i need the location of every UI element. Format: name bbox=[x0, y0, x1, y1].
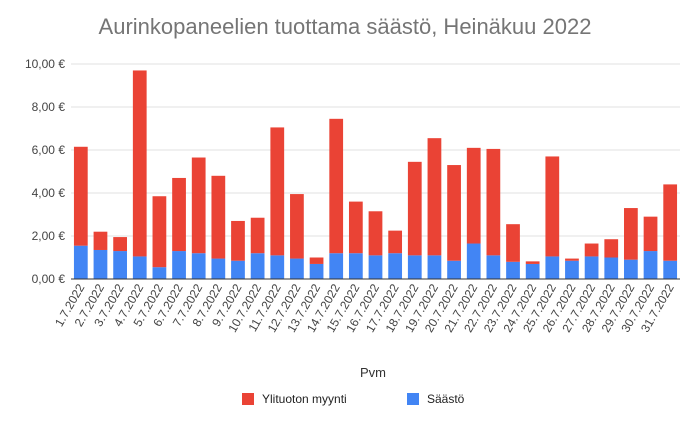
legend-label: Ylituoton myynti bbox=[262, 392, 347, 406]
bar-saasto bbox=[191, 253, 206, 279]
y-tick-label: 6,00 € bbox=[32, 143, 66, 157]
legend: Ylituoton myynti Säästö bbox=[242, 392, 465, 406]
bar-saasto bbox=[290, 258, 304, 279]
bar-ylituoton-myynti bbox=[250, 217, 265, 254]
bar-ylituoton-myynti bbox=[290, 194, 304, 259]
bar-saasto bbox=[427, 255, 442, 279]
bar-saasto bbox=[132, 256, 147, 279]
bar-saasto bbox=[73, 245, 88, 279]
bar-ylituoton-myynti bbox=[525, 261, 540, 264]
bar-ylituoton-myynti bbox=[486, 148, 501, 256]
bar-ylituoton-myynti bbox=[604, 239, 619, 258]
bar-ylituoton-myynti bbox=[447, 165, 461, 261]
bar-saasto bbox=[270, 255, 285, 279]
bar-saasto bbox=[329, 253, 344, 279]
bar-ylituoton-myynti bbox=[132, 70, 147, 257]
bar-ylituoton-myynti bbox=[388, 230, 403, 254]
y-axis-ticks: 0,00 € 2,00 € 4,00 € 6,00 € 8,00 € 10,00 € bbox=[25, 57, 65, 286]
bar-ylituoton-myynti bbox=[329, 118, 344, 254]
bar-saasto bbox=[506, 261, 520, 279]
bar-ylituoton-myynti bbox=[172, 177, 186, 252]
bar-saasto bbox=[663, 260, 678, 279]
bar-saasto bbox=[584, 256, 599, 279]
bar-saasto bbox=[604, 257, 619, 279]
bar-ylituoton-myynti bbox=[584, 243, 599, 257]
bar-saasto bbox=[447, 260, 461, 279]
bar-ylituoton-myynti bbox=[113, 237, 127, 252]
bar-saasto bbox=[368, 255, 383, 279]
bar-saasto bbox=[388, 253, 403, 279]
bar-ylituoton-myynti bbox=[191, 157, 206, 254]
bar-saasto bbox=[545, 256, 560, 279]
bar-saasto bbox=[93, 249, 108, 279]
bar-ylituoton-myynti bbox=[270, 127, 285, 256]
bar-ylituoton-myynti bbox=[368, 211, 383, 256]
bar-ylituoton-myynti bbox=[506, 224, 520, 262]
bar-saasto bbox=[466, 243, 481, 279]
bar-saasto bbox=[172, 251, 186, 279]
bar-saasto bbox=[309, 263, 324, 279]
bar-ylituoton-myynti bbox=[663, 184, 678, 261]
bar-ylituoton-myynti bbox=[545, 156, 560, 257]
bar-saasto bbox=[407, 255, 422, 279]
bar-ylituoton-myynti bbox=[427, 138, 442, 256]
y-tick-label: 10,00 € bbox=[25, 57, 65, 71]
bar-saasto bbox=[113, 251, 127, 279]
bar-saasto bbox=[211, 258, 226, 279]
bar-saasto bbox=[525, 263, 540, 279]
bar-saasto bbox=[643, 251, 658, 279]
bar-ylituoton-myynti bbox=[231, 220, 245, 261]
bar-ylituoton-myynti bbox=[466, 147, 481, 244]
bar-saasto bbox=[231, 260, 245, 279]
bar-ylituoton-myynti bbox=[152, 196, 167, 268]
bar-ylituoton-myynti bbox=[73, 146, 88, 246]
x-axis-label: Pvm bbox=[360, 365, 386, 380]
bar-ylituoton-myynti bbox=[211, 175, 226, 259]
bar-saasto bbox=[624, 259, 638, 279]
legend-swatch bbox=[242, 393, 254, 405]
y-tick-label: 4,00 € bbox=[32, 186, 66, 200]
bar-saasto bbox=[152, 267, 167, 279]
bar-ylituoton-myynti bbox=[348, 201, 363, 254]
bar-ylituoton-myynti bbox=[643, 216, 658, 252]
bar-saasto bbox=[565, 260, 579, 279]
bar-saasto bbox=[250, 253, 265, 279]
bar-ylituoton-myynti bbox=[93, 231, 108, 250]
chart-title: Aurinkopaneelien tuottama säästö, Heinäk… bbox=[99, 14, 592, 39]
bar-ylituoton-myynti bbox=[565, 258, 579, 261]
bar-ylituoton-myynti bbox=[407, 161, 422, 256]
bar-ylituoton-myynti bbox=[624, 208, 638, 260]
legend-swatch bbox=[407, 393, 419, 405]
bar-saasto bbox=[486, 255, 501, 279]
y-tick-label: 2,00 € bbox=[32, 229, 66, 243]
bars bbox=[73, 70, 678, 279]
y-tick-label: 8,00 € bbox=[32, 100, 66, 114]
x-axis-ticks: 1.7.20222.7.20223.7.20224.7.20225.7.2022… bbox=[52, 281, 677, 335]
bar-ylituoton-myynti bbox=[309, 257, 324, 264]
bar-saasto bbox=[348, 253, 363, 279]
y-tick-label: 0,00 € bbox=[32, 272, 66, 286]
legend-label: Säästö bbox=[427, 392, 465, 406]
